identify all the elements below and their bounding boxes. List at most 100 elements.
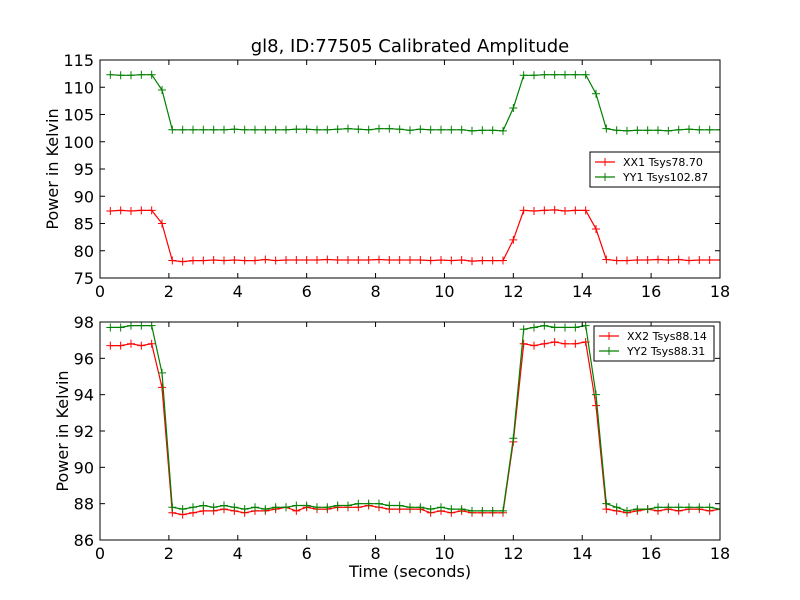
data-point — [106, 206, 115, 215]
data-point — [654, 126, 662, 135]
data-point — [261, 255, 270, 264]
data-point — [695, 125, 704, 134]
legend-box — [589, 151, 721, 188]
data-point — [426, 256, 435, 265]
data-point — [612, 126, 621, 135]
data-point — [251, 125, 259, 134]
y-tick-label: 110 — [63, 78, 94, 97]
data-point — [468, 257, 476, 266]
data-point — [447, 505, 456, 514]
data-point — [230, 256, 239, 265]
x-tick-label: 12 — [503, 544, 523, 563]
data-point — [261, 125, 270, 134]
series-2 — [106, 322, 720, 515]
data-point — [550, 70, 559, 79]
data-point — [364, 499, 373, 508]
x-tick-label: 14 — [572, 544, 592, 563]
y-tick-label: 115 — [63, 51, 94, 70]
data-point — [581, 322, 590, 330]
data-point — [158, 383, 166, 392]
data-point — [643, 256, 652, 265]
data-point — [323, 503, 332, 512]
data-point — [488, 506, 497, 515]
data-point — [499, 506, 507, 515]
data-point — [643, 126, 652, 135]
data-point — [437, 256, 445, 265]
data-point — [354, 256, 363, 265]
y-tick-label: 88 — [74, 495, 94, 514]
data-point — [271, 503, 280, 512]
data-point — [333, 501, 342, 510]
series-1 — [106, 337, 720, 519]
x-tick-label: 2 — [164, 544, 174, 563]
data-point — [147, 339, 156, 348]
data-point — [561, 70, 569, 79]
data-point — [333, 125, 342, 134]
data-point — [106, 70, 115, 79]
data-point — [561, 206, 569, 215]
data-point — [354, 499, 363, 508]
legend: XX2 Tsys88.14 YY2 Tsys88.31 — [593, 325, 715, 362]
data-point — [106, 323, 115, 332]
data-point — [695, 503, 704, 512]
data-point — [530, 323, 538, 332]
data-point — [571, 70, 580, 79]
y-tick-label: 85 — [74, 215, 94, 234]
data-point — [127, 206, 135, 215]
data-point — [519, 71, 528, 80]
data-point — [633, 505, 642, 514]
data-point — [509, 103, 518, 112]
data-point — [509, 434, 518, 443]
data-point — [685, 256, 693, 265]
data-point — [695, 256, 704, 265]
y-tick-label: 105 — [63, 106, 94, 125]
data-point — [447, 256, 456, 265]
x-tick-label: 14 — [572, 282, 592, 301]
data-point — [220, 256, 228, 265]
data-point — [654, 255, 662, 264]
data-point — [478, 506, 487, 515]
y-tick-label: 80 — [74, 242, 94, 261]
x-tick-label: 6 — [302, 282, 312, 301]
y-axis-label: Power in Kelvin — [53, 370, 72, 491]
data-point — [592, 89, 600, 98]
legend-marker — [601, 173, 609, 181]
data-point — [137, 322, 146, 330]
data-point — [416, 125, 425, 134]
data-point — [716, 505, 720, 514]
data-point — [623, 506, 631, 515]
data-point — [137, 206, 146, 215]
data-point — [530, 341, 538, 350]
data-point — [147, 206, 156, 215]
data-point — [581, 206, 590, 215]
data-point — [674, 503, 683, 512]
data-point — [571, 339, 580, 348]
data-point — [220, 125, 228, 134]
y-tick-label: 100 — [63, 133, 94, 152]
data-point — [271, 256, 280, 265]
data-point — [426, 505, 435, 514]
data-point — [189, 125, 197, 134]
bottom-panel: 0 2 4 6 8 10 12 14 16 18 86 88 90 92 94 96 98 Power in Ke… — [53, 313, 730, 581]
series-2 — [106, 70, 720, 135]
data-point — [674, 255, 683, 264]
data-point — [127, 322, 135, 330]
data-point — [364, 125, 373, 134]
data-point — [230, 503, 239, 512]
chart-title: gl8, ID:77505 Calibrated Amplitude — [251, 36, 570, 57]
data-point — [530, 206, 538, 215]
data-point — [333, 256, 342, 265]
data-point — [716, 125, 720, 134]
data-point — [395, 501, 404, 510]
data-point — [612, 256, 621, 265]
data-point — [116, 323, 125, 332]
data-point — [592, 224, 600, 233]
data-point — [633, 256, 642, 265]
y-tick-label: 96 — [74, 349, 94, 368]
legend-label: YY1 Tsys102.87 — [622, 171, 708, 184]
data-point — [323, 255, 332, 264]
series-line — [110, 209, 720, 263]
data-point — [168, 503, 177, 512]
data-point — [478, 126, 487, 135]
data-point — [540, 70, 549, 79]
